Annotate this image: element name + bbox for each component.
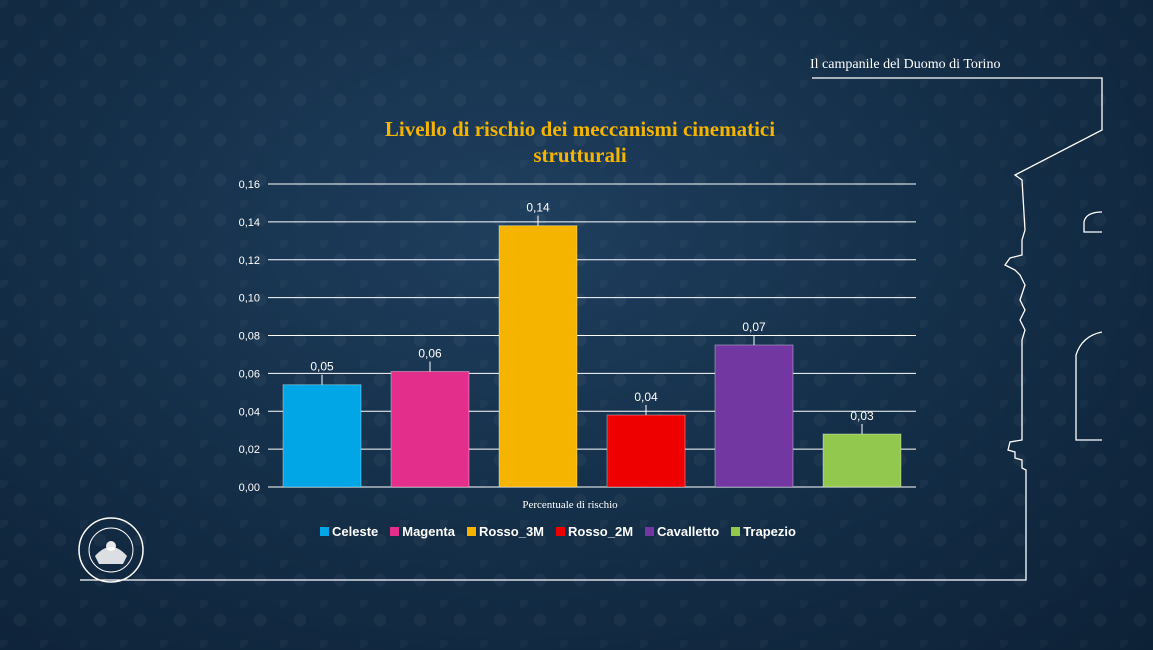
- bar-cavalletto: [714, 344, 794, 488]
- y-tick-label: 0,08: [239, 331, 260, 343]
- data-label-cavalletto: 0,07: [742, 320, 766, 334]
- y-tick-label: 0,04: [239, 406, 260, 418]
- chart-title-line-2: strutturali: [533, 143, 627, 167]
- legend-label: Rosso_3M: [478, 523, 545, 539]
- legend-label: Magenta: [402, 523, 455, 539]
- legend-label: Cavalletto: [657, 523, 720, 539]
- legend-swatch: [320, 526, 329, 536]
- data-label-rosso_2m: 0,04: [634, 390, 658, 404]
- politecnico-logo: [78, 517, 144, 583]
- y-tick-label: 0,14: [239, 217, 260, 229]
- legend-swatch: [466, 526, 476, 536]
- y-tick-label: 0,12: [239, 255, 260, 267]
- legend-item-cavalletto: Cavalletto: [645, 524, 719, 539]
- y-tick-label: 0,02: [239, 444, 260, 456]
- bar-trapezio: [822, 433, 902, 488]
- data-label-trapezio: 0,03: [850, 409, 874, 423]
- legend-item-trapezio: Trapezio: [731, 524, 796, 539]
- chart-legend: Celeste Magenta Rosso_3M Rosso_2M Cavalletto…: [320, 522, 796, 540]
- y-tick-label: 0,06: [239, 368, 260, 380]
- slide-header-title: Il campanile del Duomo di Torino: [810, 57, 1001, 72]
- bar-rosso_2m: [606, 414, 686, 488]
- legend-swatch: [731, 526, 741, 536]
- legend-label: Celeste: [332, 523, 379, 539]
- legend-swatch: [390, 526, 400, 536]
- chart-title: Livello di rischio dei meccanismi cinema…: [300, 116, 860, 168]
- chart-title-line-1: Livello di rischio dei meccanismi cinema…: [384, 117, 776, 141]
- data-label-rosso_3m: 0,14: [526, 201, 550, 215]
- legend-item-celeste: Celeste: [320, 524, 378, 539]
- data-label-magenta: 0,06: [418, 346, 442, 360]
- y-tick-label: 0,00: [239, 482, 260, 494]
- y-tick-label: 0,16: [239, 179, 260, 191]
- legend-item-magenta: Magenta: [390, 524, 455, 539]
- legend-label: Rosso_2M: [568, 523, 634, 539]
- x-axis-label: Percentuale di rischio: [522, 499, 618, 511]
- data-label-celeste: 0,05: [310, 360, 334, 374]
- y-tick-label: 0,10: [239, 293, 260, 305]
- bar-celeste: [282, 384, 362, 488]
- legend-label: Trapezio: [743, 523, 796, 539]
- legend-item-rosso_2m: Rosso_2M: [556, 524, 633, 539]
- legend-item-rosso_3m: Rosso_3M: [466, 523, 545, 539]
- bar-rosso_3m: [498, 225, 578, 488]
- legend-swatch: [556, 526, 566, 536]
- legend-swatch: [645, 526, 655, 536]
- bar-magenta: [390, 370, 470, 488]
